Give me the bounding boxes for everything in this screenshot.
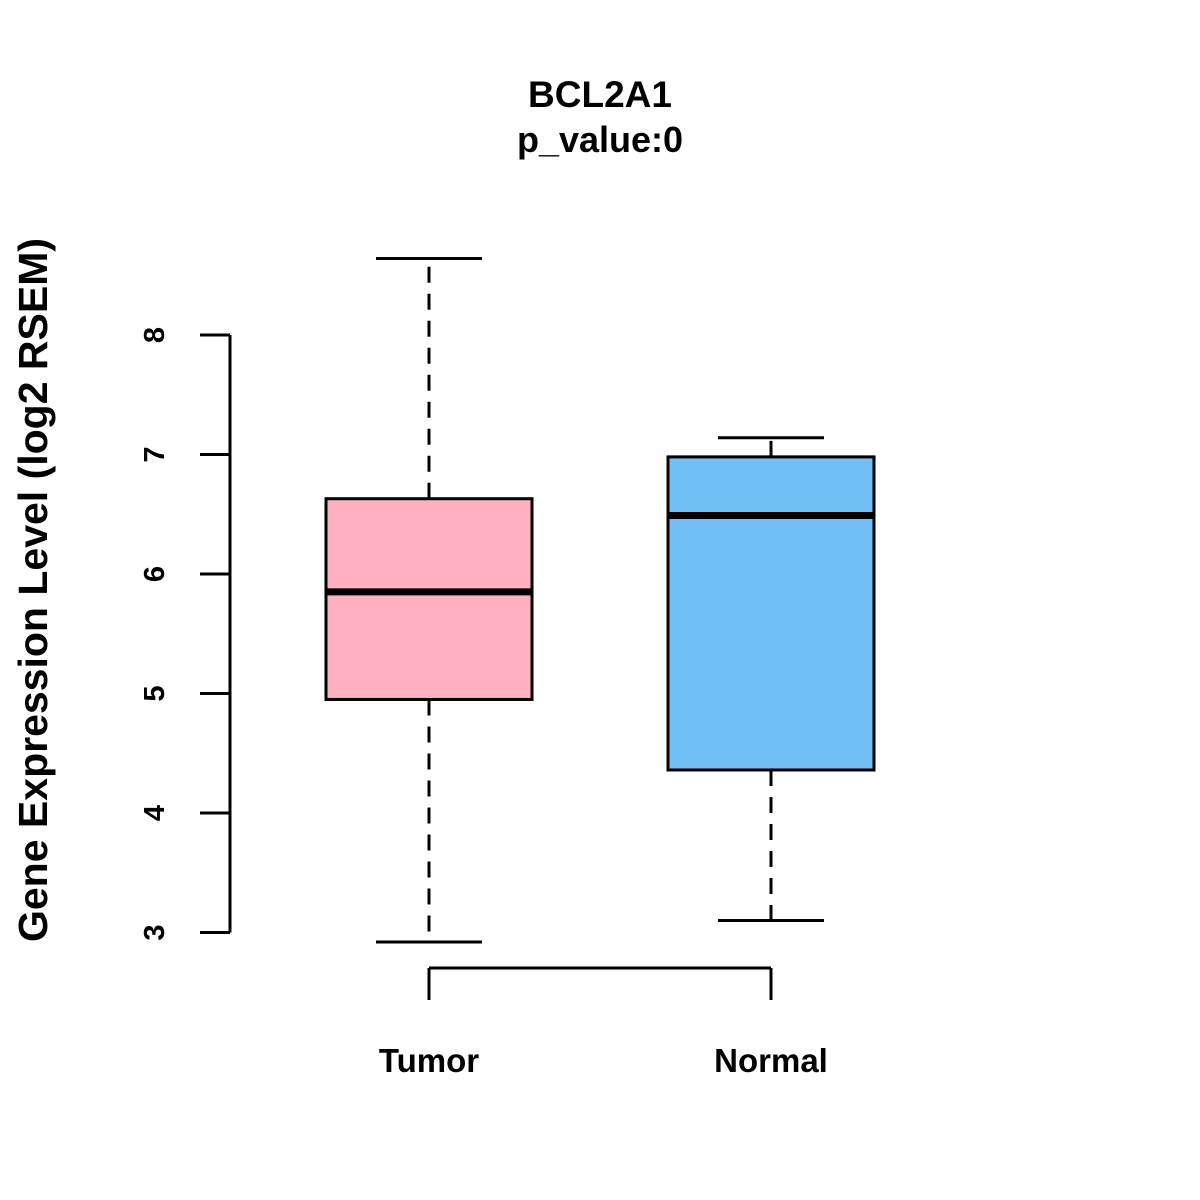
y-tick-label: 6: [139, 566, 171, 582]
x-category-label-tumor: Tumor: [379, 1042, 479, 1079]
normal-box: [666, 455, 876, 772]
chart-title: BCL2A1: [528, 74, 672, 115]
y-tick-label: 7: [139, 446, 171, 462]
y-axis-title: Gene Expression Level (log2 RSEM): [10, 238, 56, 942]
y-tick-label: 8: [139, 327, 171, 343]
chart-subtitle-pvalue: p_value:0: [517, 119, 683, 160]
y-tick-label: 3: [139, 924, 171, 940]
tumor-box: [324, 497, 534, 701]
y-tick-label: 5: [139, 685, 171, 701]
y-tick-label: 4: [139, 805, 171, 821]
x-category-label-normal: Normal: [714, 1042, 828, 1079]
